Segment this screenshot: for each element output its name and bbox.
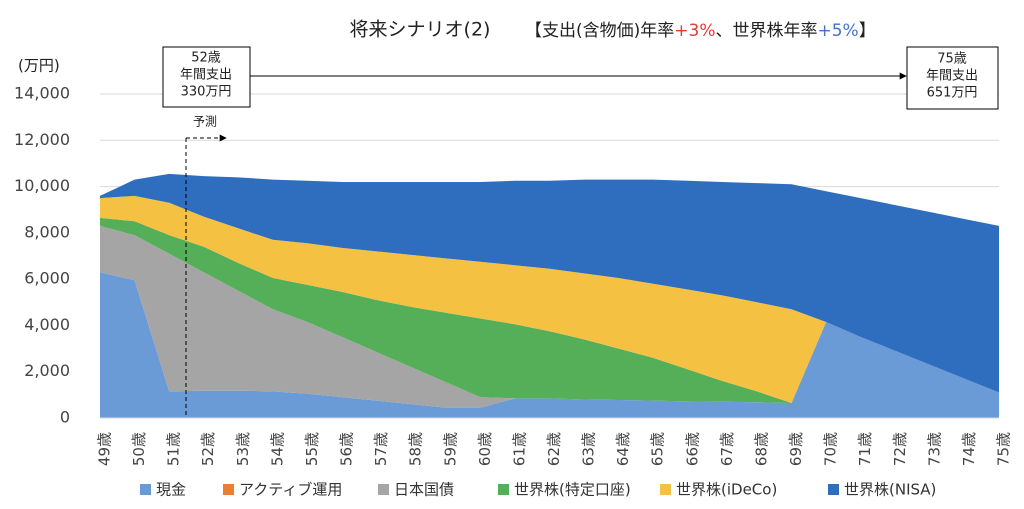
annotation-line: 年間支出 [180, 68, 232, 83]
x-tick-label: 73歳 [925, 432, 943, 466]
area [100, 217, 999, 403]
legend-swatch [498, 484, 509, 495]
subtitle-part: +3% [674, 21, 715, 41]
y-tick-label: 2,000 [24, 361, 70, 380]
x-tick-label: 58歳 [407, 432, 425, 466]
legend-label: 日本国債 [394, 481, 454, 499]
x-tick-label: 61歳 [510, 432, 528, 466]
y-tick-label: 4,000 [24, 315, 70, 334]
annotation-line: 52歳 [191, 51, 221, 66]
annotation-line: 651万円 [927, 86, 978, 101]
area [100, 225, 999, 408]
end-box [906, 46, 999, 110]
area [100, 173, 999, 393]
x-tick-label: 49歳 [96, 432, 114, 466]
area [100, 272, 999, 418]
x-tick-label: 55歳 [303, 432, 321, 466]
y-tick-label: 0 [60, 408, 70, 427]
subtitle-part: 【支出(含物価)年率 [525, 21, 674, 41]
x-tick-label: 65歳 [649, 432, 667, 466]
x-tick-label: 66歳 [683, 432, 701, 466]
x-tick-label: 71歳 [856, 432, 874, 466]
forecast-label: 予測 [193, 115, 217, 129]
subtitle-part: +5% [817, 21, 858, 41]
x-tick-label: 62歳 [545, 432, 563, 466]
x-tick-label: 75歳 [995, 432, 1013, 466]
y-unit: (万円) [18, 57, 60, 75]
area [100, 195, 999, 403]
annotation-line: 75歳 [937, 52, 967, 67]
x-tick-label: 57歳 [372, 432, 390, 466]
x-tick-label: 70歳 [822, 432, 840, 466]
y-tick-label: 12,000 [14, 130, 70, 149]
subtitle-part: 】 [859, 21, 876, 41]
x-tick-label: 53歳 [234, 432, 252, 466]
x-tick-label: 68歳 [752, 432, 770, 466]
x-tick-label: 72歳 [891, 432, 909, 466]
x-tick-label: 54歳 [268, 432, 286, 466]
legend-label: アクティブ運用 [239, 481, 342, 499]
legend-label: 世界株(iDeCo) [676, 481, 777, 499]
legend-swatch [140, 484, 151, 495]
x-tick-label: 67歳 [718, 432, 736, 466]
legend-label: 世界株(NISA) [844, 481, 936, 499]
chart-title: 将来シナリオ(2) [350, 19, 491, 41]
y-tick-label: 8,000 [24, 222, 70, 241]
y-tick-label: 6,000 [24, 269, 70, 288]
start-box [162, 46, 251, 108]
legend-swatch [660, 484, 671, 495]
legend-label: 世界株(特定口座) [514, 481, 631, 499]
x-tick-label: 60歳 [476, 432, 494, 466]
annotation-line: 330万円 [181, 85, 232, 100]
x-tick-label: 64歳 [614, 432, 632, 466]
x-tick-label: 63歳 [580, 432, 598, 466]
x-tick-label: 51歳 [165, 432, 183, 466]
legend-swatch [223, 484, 234, 495]
legend-swatch [378, 484, 389, 495]
x-tick-label: 69歳 [787, 432, 805, 466]
legend-swatch [828, 484, 839, 495]
x-tick-label: 59歳 [441, 432, 459, 466]
x-tick-label: 56歳 [338, 432, 356, 466]
x-tick-label: 50歳 [130, 432, 148, 466]
annotation-line: 年間支出 [926, 69, 978, 84]
plot-area [100, 93, 999, 419]
subtitle-part: 、世界株年率 [715, 21, 817, 41]
x-tick-label: 52歳 [199, 432, 217, 466]
y-tick-label: 10,000 [14, 176, 70, 195]
y-tick-label: 14,000 [14, 84, 70, 103]
x-tick-label: 74歳 [960, 432, 978, 466]
legend-label: 現金 [156, 481, 186, 499]
chart-subtitle: 【支出(含物価)年率+3%、世界株年率+5%】 [525, 21, 876, 41]
